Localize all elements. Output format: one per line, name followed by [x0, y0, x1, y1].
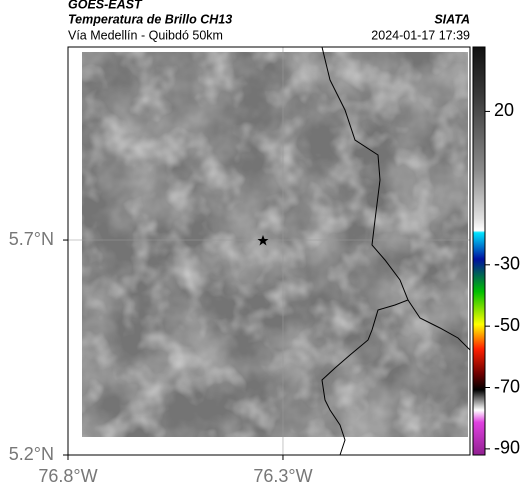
title: GOES-EAST [68, 0, 143, 11]
colorbar-tick-label: -50 [494, 315, 520, 335]
colorbar-tick-label: 20 [494, 100, 514, 120]
region: Vía Medellín - Quibdó 50km [68, 28, 223, 42]
colorbar [472, 46, 486, 456]
colorbar-tick-label: -70 [494, 376, 520, 396]
y-tick-label: 5.7°N [9, 229, 54, 249]
source: SIATA [434, 12, 470, 26]
colorbar-tick-label: -90 [494, 438, 520, 458]
subtitle: Temperatura de Brillo CH13 [68, 12, 232, 26]
colorbar-tick-label: -30 [494, 254, 520, 274]
cloud-highlights [82, 52, 468, 437]
map-frame [67, 46, 471, 456]
location-marker [257, 235, 269, 246]
border-line [407, 299, 470, 351]
y-tick-label: 5.2°N [9, 444, 54, 464]
x-tick-label: 76.3°W [253, 466, 312, 486]
map-area [68, 47, 470, 455]
grid [68, 47, 470, 455]
border-line [321, 47, 409, 455]
x-tick-label: 76.8°W [38, 466, 97, 486]
timestamp: 2024-01-17 17:39 [371, 28, 470, 42]
